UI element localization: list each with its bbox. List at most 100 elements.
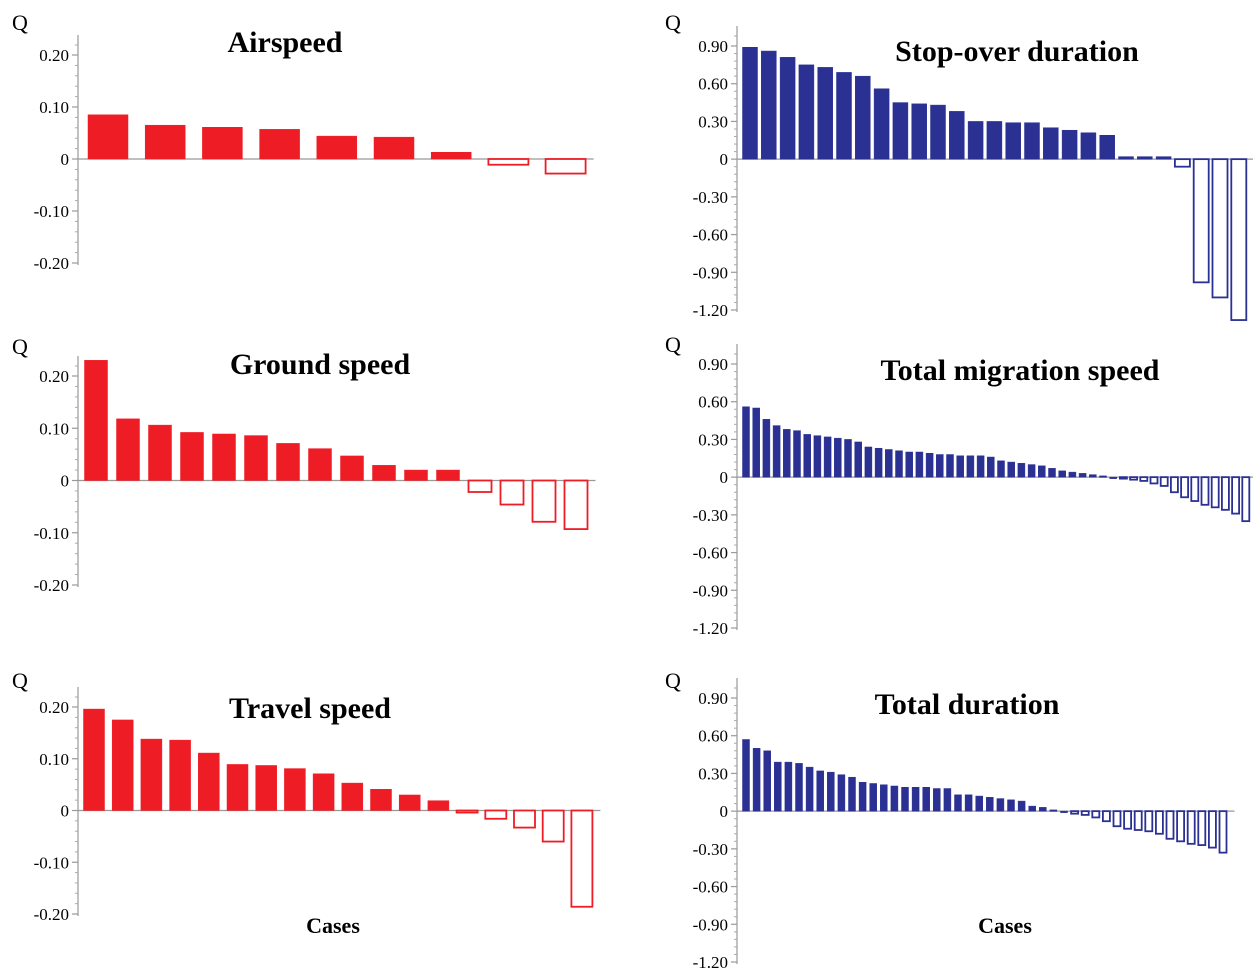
bar-positive <box>1109 476 1117 479</box>
bar-negative <box>1230 158 1248 321</box>
bar-positive <box>844 439 852 478</box>
bar-negative <box>563 479 589 530</box>
y-tick-label: 0 <box>720 150 729 169</box>
bar-positive <box>976 455 985 478</box>
bar-positive <box>763 750 771 812</box>
bar-positive <box>956 455 964 478</box>
y-tick-label: -1.20 <box>693 953 728 972</box>
bar-negative <box>1241 476 1251 523</box>
bar-positive <box>312 773 335 811</box>
bar-positive <box>816 770 824 812</box>
bar-positive <box>1137 156 1153 160</box>
y-axis-label: Q <box>665 668 681 693</box>
bar-positive <box>372 465 396 481</box>
bar-positive <box>885 449 893 478</box>
bar-positive <box>827 771 835 812</box>
bar-positive <box>895 450 903 478</box>
y-tick-label: -0.90 <box>693 915 728 934</box>
bar-positive <box>752 407 760 478</box>
bar-positive <box>774 761 782 812</box>
bar-positive <box>202 127 243 160</box>
bar-positive <box>986 121 1003 160</box>
y-tick-label: 0.30 <box>698 430 728 449</box>
y-tick-label: -0.90 <box>693 581 728 600</box>
bar-negative <box>484 809 508 820</box>
bar-positive <box>148 424 172 481</box>
bar-positive <box>761 50 777 160</box>
y-axis-label: Q <box>12 668 28 693</box>
y-tick-label: 0.60 <box>698 75 728 94</box>
y-tick-label: 0.60 <box>698 393 728 412</box>
bar-negative <box>1174 158 1191 168</box>
bar-positive <box>144 124 186 160</box>
bar-positive <box>892 102 909 160</box>
bar-negative <box>1210 476 1220 509</box>
bar-positive <box>793 430 801 478</box>
bar-negative <box>1119 476 1128 480</box>
bar-negative <box>1165 810 1175 840</box>
bar-positive <box>752 748 761 812</box>
bar-positive <box>783 429 791 478</box>
bar-positive <box>915 451 924 478</box>
y-tick-label: 0 <box>61 472 70 491</box>
y-tick-label: 0 <box>61 150 70 169</box>
bar-negative <box>1080 810 1090 816</box>
y-tick-label: 0.10 <box>39 98 69 117</box>
bar-positive <box>880 784 888 812</box>
bar-positive <box>1043 127 1059 160</box>
x-axis-label: Cases <box>978 913 1032 938</box>
y-tick-label: -0.20 <box>34 905 69 924</box>
bar-positive <box>276 443 300 481</box>
bar-positive <box>855 75 871 160</box>
y-tick-label: 0 <box>61 802 70 821</box>
bar-positive <box>83 708 105 811</box>
bar-positive <box>905 451 913 478</box>
bar-positive <box>427 800 450 811</box>
chart-panel-1: Airspeed Q 0.20 0.10 0 -0.10 -0.20 <box>12 10 594 273</box>
bar-positive <box>772 425 781 478</box>
bar-negative <box>499 479 525 506</box>
bar-negative <box>1200 476 1210 506</box>
bar-positive <box>340 455 364 481</box>
bar-positive <box>1005 122 1021 160</box>
bar-negative <box>455 809 479 814</box>
bar-positive <box>180 432 204 481</box>
bar-positive <box>244 435 268 481</box>
bar-positive <box>1060 810 1068 813</box>
bar-positive <box>284 768 306 811</box>
y-tick-label: -0.60 <box>693 878 728 897</box>
bar-negative <box>1192 158 1210 284</box>
bar-positive <box>805 766 814 812</box>
bar-negative <box>1190 476 1200 502</box>
bar-positive <box>1017 800 1026 812</box>
bar-negative <box>513 809 536 829</box>
bar-positive <box>1155 156 1172 160</box>
y-tick-label: 0 <box>720 468 729 487</box>
bar-positive <box>436 469 460 481</box>
bar-positive <box>795 763 803 812</box>
y-tick-label: -0.10 <box>34 202 69 221</box>
chart-panel-2: Ground speed Q 0.20 0.10 0 -0.10 -0.20 <box>12 334 596 595</box>
bar-negative <box>1186 810 1196 845</box>
bar-positive <box>111 719 134 811</box>
y-tick-label: 0 <box>720 802 729 821</box>
bar-positive <box>87 114 129 160</box>
bar-negative <box>1139 476 1149 482</box>
bar-positive <box>996 798 1005 812</box>
bar-positive <box>1028 805 1036 812</box>
bar-negative <box>1123 810 1132 830</box>
bar-negative <box>487 158 530 166</box>
bar-positive <box>943 788 952 812</box>
bar-positive <box>762 419 771 478</box>
bar-negative <box>1112 810 1122 828</box>
bar-positive <box>975 795 983 812</box>
y-tick-label: 0.10 <box>39 750 69 769</box>
bar-positive <box>823 436 832 478</box>
bar-positive <box>1007 799 1015 812</box>
x-axis-label: Cases <box>306 913 360 938</box>
bar-positive <box>813 435 822 478</box>
bar-positive <box>1061 129 1078 160</box>
bar-positive <box>1017 463 1026 478</box>
bar-positive <box>255 765 277 811</box>
bar-positive <box>854 441 862 478</box>
